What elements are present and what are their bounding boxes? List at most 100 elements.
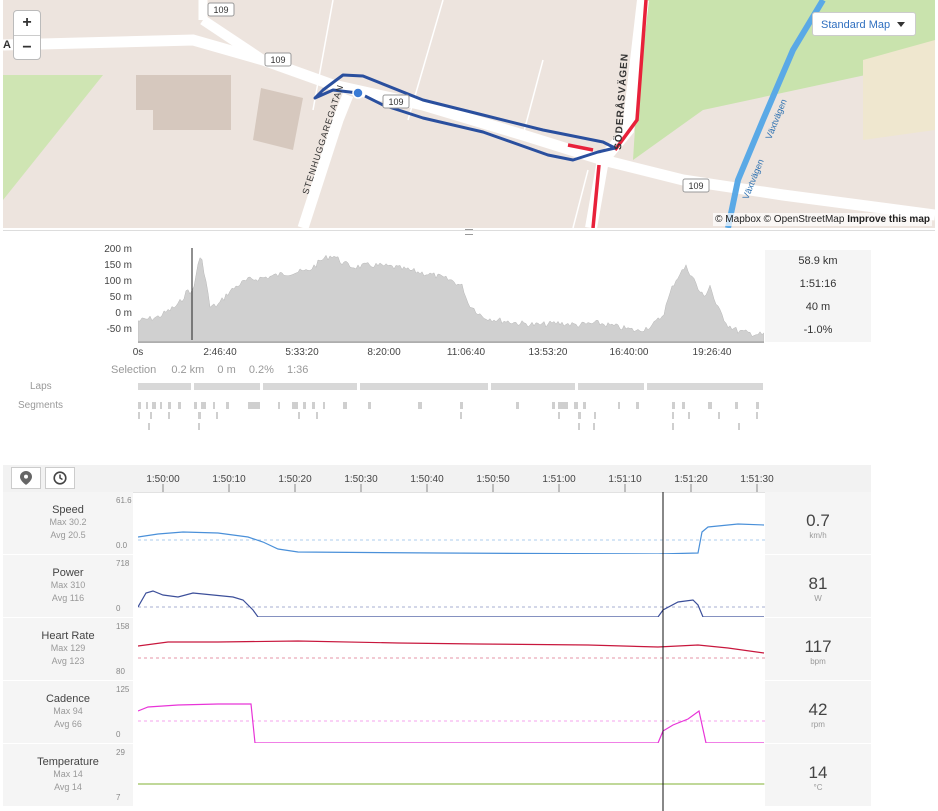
segment-bar[interactable] (418, 402, 422, 409)
segment-bar[interactable] (718, 412, 720, 419)
segment-bar[interactable] (312, 402, 315, 409)
segment-bars[interactable] (138, 402, 759, 430)
route-path[interactable] (313, 73, 617, 162)
segment-bar[interactable] (292, 402, 298, 409)
segment-bar[interactable] (460, 412, 462, 419)
svg-text:109: 109 (270, 55, 285, 65)
segment-bar[interactable] (298, 412, 300, 419)
segment-bar[interactable] (201, 402, 206, 409)
metric-row-speed[interactable]: Speed Max 30.2 Avg 20.5 61.6 0.0 0.7 km/h (3, 492, 871, 555)
panel-splitter[interactable] (3, 229, 935, 236)
metric-row-power[interactable]: Power Max 310 Avg 116 718 0 81 W (3, 555, 871, 618)
route-map[interactable]: 109 109 109 109 A STENHUGGAREGATAN SÖDER… (3, 0, 935, 228)
segment-bar[interactable] (756, 412, 758, 419)
segment-bar[interactable] (516, 402, 519, 409)
segment-bar[interactable] (583, 402, 586, 409)
segment-bar[interactable] (618, 402, 620, 409)
lap-bar[interactable] (647, 383, 763, 390)
lap-bar[interactable] (578, 383, 644, 390)
lap-bar[interactable] (138, 383, 191, 390)
metric-chart[interactable] (138, 744, 765, 806)
position-marker[interactable] (352, 87, 364, 99)
segment-bar[interactable] (323, 402, 325, 409)
segment-bar[interactable] (168, 412, 170, 419)
road-shield-109: 109 (207, 2, 235, 17)
road-shield-109: 109 (382, 94, 410, 109)
metric-row-heart-rate[interactable]: Heart Rate Max 129 Avg 123 158 80 117 bpm (3, 618, 871, 681)
segment-bar[interactable] (552, 402, 555, 409)
improve-map-link[interactable]: Improve this map (847, 214, 930, 225)
segment-bar[interactable] (316, 412, 318, 419)
laps-bars[interactable] (138, 383, 763, 390)
segment-bar[interactable] (738, 423, 740, 430)
metric-avg: Avg 66 (54, 719, 82, 729)
time-view-button[interactable] (45, 467, 75, 489)
road-109 (3, 34, 605, 166)
segment-bar[interactable] (194, 402, 197, 409)
segment-bar[interactable] (636, 402, 639, 409)
segment-bar[interactable] (213, 402, 215, 409)
map-view-button[interactable] (11, 467, 41, 489)
segment-bar[interactable] (672, 423, 674, 430)
segment-bar[interactable] (688, 412, 690, 419)
metric-y-max: 125 (116, 685, 130, 694)
segment-bar[interactable] (148, 423, 150, 430)
segment-bar[interactable] (146, 402, 148, 409)
zoom-in-button[interactable]: + (14, 11, 40, 36)
road-shield-109: 109 (264, 52, 292, 67)
lap-bar[interactable] (263, 383, 357, 390)
segment-bar[interactable] (574, 402, 578, 409)
segment-bar[interactable] (138, 402, 141, 409)
segment-bar[interactable] (558, 402, 568, 409)
segment-bar[interactable] (138, 412, 140, 419)
segment-bar[interactable] (152, 402, 156, 409)
segment-bar[interactable] (460, 402, 463, 409)
segment-bar[interactable] (672, 402, 675, 409)
elevation-x-tick: 11:06:40 (446, 347, 486, 358)
segment-bar[interactable] (160, 402, 162, 409)
segment-bar[interactable] (756, 402, 759, 409)
segment-bar[interactable] (672, 412, 674, 419)
building (253, 88, 303, 150)
time-tick: 1:50:30 (344, 474, 378, 485)
lap-bar[interactable] (194, 383, 260, 390)
segment-bar[interactable] (594, 412, 596, 419)
metric-row-temperature[interactable]: Temperature Max 14 Avg 14 29 7 14 °C (3, 744, 871, 807)
elevation-chart[interactable] (138, 245, 764, 343)
zoom-out-button[interactable]: − (22, 39, 32, 56)
segment-bar[interactable] (150, 412, 152, 419)
segment-bar[interactable] (593, 423, 595, 430)
segment-bar[interactable] (198, 423, 200, 430)
segment-bar[interactable] (303, 402, 306, 409)
elevation-x-tick: 16:40:00 (609, 347, 649, 358)
segment-bar[interactable] (578, 412, 581, 419)
segment-bar[interactable] (178, 402, 181, 409)
segment-bar[interactable] (735, 402, 738, 409)
segment-bar[interactable] (682, 402, 685, 409)
stream (725, 0, 826, 228)
segment-bar[interactable] (168, 402, 171, 409)
metric-chart[interactable] (138, 681, 765, 743)
segment-bar[interactable] (198, 412, 201, 419)
metric-max: Max 310 (50, 580, 86, 590)
segment-bar[interactable] (558, 412, 560, 419)
metric-row-cadence[interactable]: Cadence Max 94 Avg 66 125 0 42 rpm (3, 681, 871, 744)
segment-bar[interactable] (343, 402, 347, 409)
segment-bar[interactable] (216, 412, 218, 419)
segment-bar[interactable] (278, 402, 280, 409)
metric-chart[interactable] (138, 492, 765, 554)
laps-segments-track[interactable] (138, 382, 764, 432)
segment-bar[interactable] (226, 402, 229, 409)
segment-bar[interactable] (578, 423, 580, 430)
lap-bar[interactable] (360, 383, 488, 390)
map-type-dropdown[interactable]: Standard Map (812, 12, 916, 36)
lap-bar[interactable] (491, 383, 575, 390)
segment-bar[interactable] (368, 402, 371, 409)
segment-bar[interactable] (248, 402, 260, 409)
segment-bar[interactable] (708, 402, 712, 409)
time-tick: 1:51:20 (674, 474, 708, 485)
metric-chart[interactable] (138, 555, 765, 617)
map-canvas[interactable]: 109 109 109 109 A STENHUGGAREGATAN SÖDER… (3, 0, 935, 228)
metric-chart[interactable] (138, 618, 765, 680)
drag-handle-icon[interactable] (465, 229, 473, 235)
